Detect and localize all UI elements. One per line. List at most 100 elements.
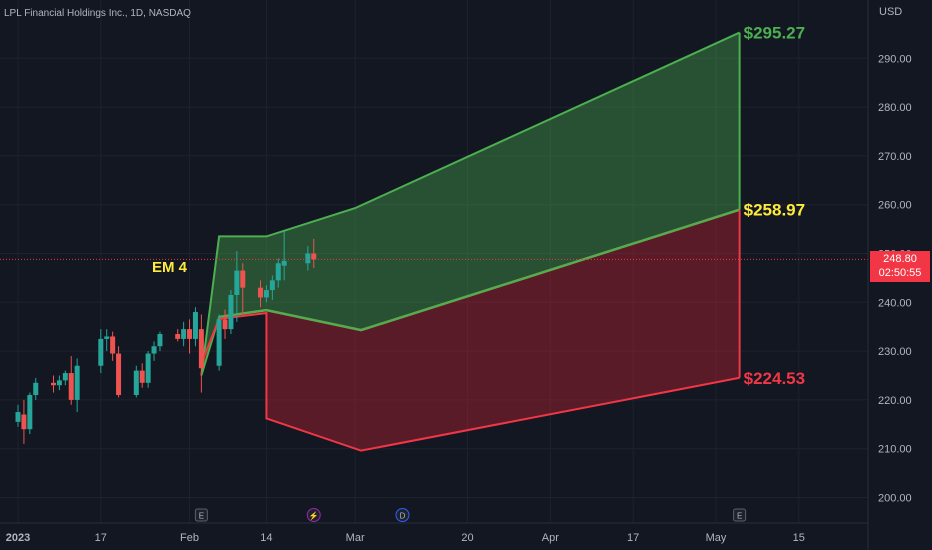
- candle: [216, 314, 222, 371]
- price-tick-label: 200.00: [878, 493, 912, 505]
- candle: [27, 392, 33, 435]
- price-tick-label: 260.00: [878, 200, 912, 212]
- candle-body: [110, 336, 116, 354]
- candle-body: [281, 260, 287, 266]
- candle-body: [216, 319, 222, 366]
- candle-body: [222, 319, 228, 330]
- candle-body: [104, 336, 110, 339]
- time-tick-label: Apr: [542, 532, 559, 544]
- candle: [281, 231, 287, 281]
- candle-body: [234, 270, 240, 295]
- band-value-label: $295.27: [744, 24, 805, 43]
- candle: [275, 258, 281, 288]
- price-tick-label: 210.00: [878, 444, 912, 456]
- candle: [110, 331, 116, 361]
- time-tick-label: 17: [95, 532, 107, 544]
- event-marker-split[interactable]: ⚡: [306, 508, 321, 522]
- price-tick-label: 270.00: [878, 151, 912, 163]
- price-tick-label: 280.00: [878, 102, 912, 114]
- grid-lines: [0, 0, 868, 523]
- time-tick-label: May: [706, 532, 727, 544]
- candle: [68, 355, 74, 405]
- time-tick-label: 2023: [6, 532, 30, 544]
- candle-body: [21, 414, 27, 430]
- event-marker-earnings[interactable]: E: [194, 508, 208, 522]
- candle: [181, 321, 187, 347]
- earnings-icon: [194, 508, 208, 522]
- band-value-labels: $295.27 $258.97 $224.53: [744, 24, 805, 388]
- candle-body: [27, 395, 33, 430]
- candle: [269, 275, 275, 300]
- candle-body: [198, 329, 204, 369]
- candle: [33, 377, 39, 400]
- candle-body: [15, 412, 21, 422]
- candle: [21, 399, 27, 444]
- candle-body: [151, 346, 157, 354]
- candle: [56, 375, 62, 391]
- candle: [192, 307, 198, 347]
- price-tag-countdown: 02:50:55: [878, 267, 922, 279]
- price-tick-label: 240.00: [878, 297, 912, 309]
- candle: [74, 358, 80, 413]
- price-tick-label: 220.00: [878, 395, 912, 407]
- band-value-label: $258.97: [744, 201, 805, 220]
- candle-body: [116, 353, 122, 396]
- candle-body: [192, 312, 198, 339]
- event-marker-letter: ⚡: [309, 511, 319, 521]
- chart-title: LPL Financial Holdings Inc., 1D, NASDAQ: [4, 8, 191, 19]
- candle: [50, 375, 56, 393]
- candle-body: [269, 280, 275, 291]
- candle-body: [240, 270, 246, 288]
- candle-body: [181, 329, 187, 339]
- candlestick-series[interactable]: [0, 231, 317, 444]
- candle: [187, 319, 193, 354]
- candle: [116, 346, 122, 398]
- candle: [104, 329, 110, 352]
- band-value-label: $224.53: [744, 369, 805, 388]
- event-marker-earnings[interactable]: E: [733, 508, 747, 522]
- candle: [139, 363, 145, 388]
- candle: [222, 309, 228, 339]
- dividend-icon: [395, 508, 410, 522]
- time-tick-label: 20: [461, 532, 473, 544]
- lower-band-fill: [201, 209, 740, 451]
- lower-band-line: [200, 311, 740, 452]
- event-marker-letter: D: [400, 512, 406, 521]
- candle: [133, 365, 139, 398]
- candle: [305, 246, 311, 271]
- event-marker-dividend[interactable]: D: [395, 508, 410, 522]
- time-axis[interactable]: 2023 17 Feb 14 Mar 20 Apr 17 May 15: [6, 532, 805, 544]
- candle-body: [145, 353, 151, 383]
- candle: [62, 370, 68, 386]
- candle-body: [33, 382, 39, 396]
- candle: [234, 251, 240, 322]
- time-tick-label: 14: [260, 532, 272, 544]
- candle-body: [305, 253, 311, 264]
- current-price-tag: 248.80 02:50:55: [870, 251, 930, 282]
- candle: [145, 351, 151, 388]
- candle-body: [263, 290, 269, 298]
- candle: [15, 404, 21, 427]
- candle-body: [175, 334, 181, 339]
- candle-body: [275, 263, 281, 281]
- split-icon: [306, 508, 321, 522]
- candle-body: [56, 380, 62, 386]
- time-tick-label: Feb: [180, 532, 199, 544]
- candle: [151, 341, 157, 361]
- candle-body: [133, 370, 139, 396]
- middle-band-line: [200, 208, 740, 376]
- candle: [311, 238, 317, 269]
- candle-body: [187, 329, 193, 339]
- candle: [98, 329, 104, 374]
- currency-label: USD: [879, 6, 902, 18]
- price-tick-label: 230.00: [878, 346, 912, 358]
- candle: [198, 314, 204, 393]
- expected-move-bands: [200, 31, 741, 452]
- event-markers[interactable]: E ⚡ D E: [194, 508, 747, 522]
- candle-body: [311, 253, 317, 260]
- candle-body: [62, 373, 68, 381]
- upper-band-line: [200, 31, 741, 376]
- candle-body: [98, 338, 104, 366]
- time-tick-label: Mar: [346, 532, 365, 544]
